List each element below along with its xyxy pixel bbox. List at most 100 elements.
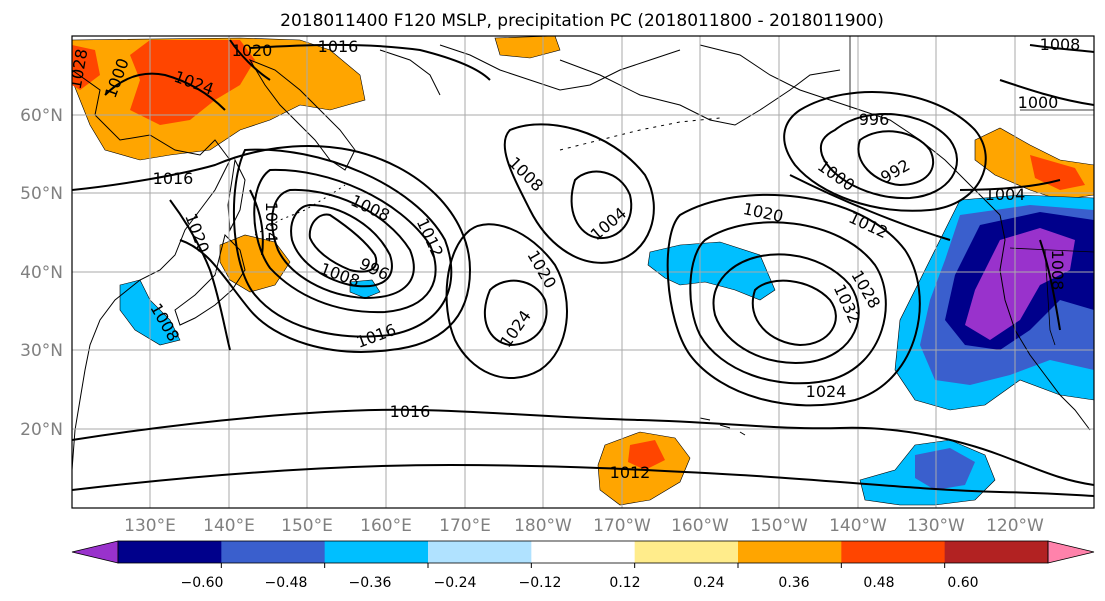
isobar-low-west-4	[253, 168, 437, 314]
colorbar-box	[324, 541, 429, 563]
colorbar-label: 0.60	[947, 575, 978, 591]
colorbar-box	[634, 541, 739, 563]
isobar-high-east-3	[689, 221, 887, 385]
precip-negative-small-center	[349, 279, 381, 299]
isobar-high-east-4	[666, 193, 921, 407]
isobar-label: 1004	[262, 202, 281, 243]
isobar-low-east-1	[857, 130, 935, 187]
colorbar-label: 0.12	[609, 575, 640, 591]
isobar-low-west-3	[271, 188, 415, 300]
precip-negative-west-coast-purple	[965, 228, 1075, 340]
lat-tick-label: 20°N	[20, 420, 63, 440]
isobars	[72, 39, 1094, 497]
isobar-1016-south	[72, 408, 1094, 486]
gridlines	[72, 36, 1094, 508]
colorbar-label: −0.36	[349, 575, 392, 591]
isobar-1020-central	[445, 223, 568, 380]
colorbar-box	[841, 541, 946, 563]
colorbar-outline	[117, 540, 1049, 564]
colorbar-label: −0.48	[265, 575, 308, 591]
precip-negative-south-east-core	[915, 448, 975, 490]
isobar-1004-east	[959, 179, 1061, 191]
lon-tick-label: 130°W	[907, 516, 965, 536]
colorbar-label: 0.36	[778, 575, 809, 591]
isobar-high-east-2	[712, 253, 860, 364]
lon-axis: 130°E 140°E 150°E 160°E 170°E 180°W 170°…	[124, 516, 1044, 536]
lon-tick-label: 170°E	[439, 516, 491, 536]
colorbar-label: 0.24	[693, 575, 724, 591]
colorbar-box	[221, 541, 326, 563]
lat-tick-label: 40°N	[20, 263, 63, 283]
precip-negative-central-east	[647, 241, 776, 301]
coastline-aleutian	[559, 117, 721, 151]
colorbar-box	[531, 541, 636, 563]
map-frame	[71, 35, 1095, 509]
isobar-low-west-1	[308, 213, 378, 273]
colorbar-label: −0.60	[181, 575, 224, 591]
colorbar-box	[944, 541, 1049, 563]
isobar-label: 1020	[232, 41, 273, 60]
isobar-label: 1016	[318, 37, 359, 56]
coastline-arctic	[439, 44, 681, 91]
isobar-1020-japan	[169, 199, 231, 351]
colorbar-box	[738, 541, 842, 563]
isobar-1016-west	[72, 145, 472, 353]
isobar-1020-north	[229, 39, 271, 81]
isobar-label: 1008	[1040, 35, 1081, 54]
isobar-1000-north-east	[999, 79, 1094, 106]
lat-tick-label: 50°N	[20, 184, 63, 204]
isobar-low-east-3	[783, 90, 987, 212]
isobar-label: 996	[859, 110, 890, 129]
coastline-kamchatka	[248, 58, 356, 171]
colorbar-extend-high	[1047, 540, 1095, 564]
colorbar: −0.60 −0.48 −0.36 −0.24 −0.12 0.12 0.24 …	[71, 540, 1095, 591]
figure-title: 2018011400 F120 MSLP, precipitation PC (…	[280, 11, 884, 31]
lon-tick-label: 120°W	[986, 516, 1044, 536]
isobar-1012-east	[789, 174, 951, 241]
isobar-label: 1016	[153, 169, 194, 188]
lon-tick-label: 140°W	[829, 516, 887, 536]
precip-positive-alaska-core	[1030, 155, 1085, 190]
coastline-hawaii	[699, 417, 746, 436]
lat-tick-label: 30°N	[20, 341, 63, 361]
coastline-alaska-border	[849, 36, 1094, 111]
lat-tick-label: 60°N	[20, 106, 63, 126]
isobar-label: 1012	[610, 463, 651, 482]
lon-tick-label: 150°W	[750, 516, 808, 536]
isobar-label: 1000	[1018, 93, 1059, 112]
isobar-label: 1004	[985, 185, 1026, 204]
precip-shading	[72, 36, 1094, 506]
isobar-low-west-2	[290, 203, 393, 288]
lon-tick-label: 160°E	[360, 516, 412, 536]
isobar-low-west-5	[232, 148, 453, 338]
map-area: 1020 1016 1024 1028 1016 1020 1008 1008 …	[71, 35, 1095, 509]
coastline-bering	[379, 49, 441, 96]
colorbar-box	[118, 541, 222, 563]
precip-positive-northwest-core	[130, 40, 255, 125]
colorbar-boxes	[71, 540, 1095, 564]
isobar-1004-kamchatka	[249, 189, 264, 256]
colorbar-extend-low	[71, 540, 119, 564]
colorbar-label: −0.24	[434, 575, 477, 591]
isobar-1012-south	[72, 463, 1094, 497]
isobar-1024-north	[104, 72, 226, 111]
coastline-canada-us-border	[1009, 247, 1094, 346]
coastline-north-america	[999, 214, 1091, 431]
isobar-1008-north-east	[1029, 44, 1094, 53]
isobar-1016-north	[249, 43, 491, 81]
colorbar-ticks	[220, 563, 946, 568]
isobar-high-east-1	[751, 279, 837, 347]
lon-tick-label: 150°E	[281, 516, 333, 536]
isobar-low-east-2	[819, 113, 958, 200]
coastline-sakhalin	[227, 158, 246, 232]
lon-tick-label: 130°E	[124, 516, 176, 536]
lon-tick-label: 160°W	[671, 516, 729, 536]
precip-positive-northwest-west	[72, 45, 100, 90]
colorbar-label: 0.48	[863, 575, 894, 591]
colorbar-label: −0.12	[519, 575, 562, 591]
coastline-alaska-west	[559, 59, 841, 126]
lat-axis: 60°N 50°N 40°N 30°N 20°N	[20, 106, 63, 440]
coastline-asia	[72, 69, 231, 471]
isobar-label: 1024	[806, 382, 847, 401]
